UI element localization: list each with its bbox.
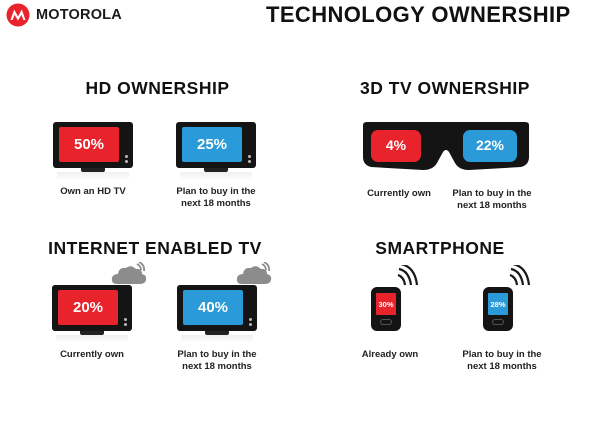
- wireless-signal-icon: [397, 262, 419, 286]
- wireless-signal-1: [396, 262, 420, 289]
- internet-own-caption: Currently own: [60, 349, 124, 360]
- internet-cloud-1: [111, 261, 147, 288]
- 3d-own-caption: Currently own: [367, 188, 431, 199]
- hd-tv-own: 50%: [53, 122, 133, 172]
- cloud-icon: [236, 261, 272, 284]
- smartphone-own: 30%: [371, 287, 401, 331]
- internet-cloud-2: [236, 261, 272, 288]
- 3d-plan-caption: Plan to buy in the next 18 months: [452, 188, 532, 211]
- section-title-3d: 3D TV OWNERSHIP: [360, 78, 530, 98]
- brand-name: MOTOROLA: [36, 7, 122, 23]
- cloud-icon: [111, 261, 147, 284]
- 3d-plan-value: 22%: [475, 137, 505, 153]
- section-title-smartphone: SMARTPHONE: [375, 238, 505, 258]
- hd-own-value: 50%: [59, 127, 119, 162]
- internet-own-value: 20%: [58, 290, 118, 325]
- 3d-glasses-icon: [363, 122, 529, 170]
- wireless-signal-icon: [509, 262, 531, 286]
- 3d-own-value: 4%: [385, 137, 407, 153]
- 3d-glasses: 4% 22%: [361, 121, 531, 173]
- hd-plan-value: 25%: [182, 127, 242, 162]
- smartphone-own-value: 30%: [376, 293, 396, 315]
- internet-tv-plan: 40%: [177, 285, 257, 335]
- internet-tv-own: 20%: [52, 285, 132, 335]
- section-title-hd: HD OWNERSHIP: [85, 78, 230, 98]
- motorola-logo: MOTOROLA: [6, 3, 156, 27]
- hd-plan-caption: Plan to buy in the next 18 months: [176, 186, 256, 209]
- smartphone-plan-caption: Plan to buy in the next 18 months: [462, 349, 542, 372]
- internet-plan-value: 40%: [183, 290, 243, 325]
- smartphone-plan-value: 28%: [488, 293, 508, 315]
- wireless-signal-2: [508, 262, 532, 289]
- hd-tv-plan: 25%: [176, 122, 256, 172]
- hd-own-caption: Own an HD TV: [60, 186, 126, 197]
- page-title: TECHNOLOGY OWNERSHIP: [266, 2, 571, 27]
- internet-plan-caption: Plan to buy in the next 18 months: [177, 349, 257, 372]
- section-title-internet: INTERNET ENABLED TV: [48, 238, 262, 258]
- motorola-logo-icon: [6, 3, 30, 27]
- smartphone-plan: 28%: [483, 287, 513, 331]
- smartphone-own-caption: Already own: [361, 349, 419, 360]
